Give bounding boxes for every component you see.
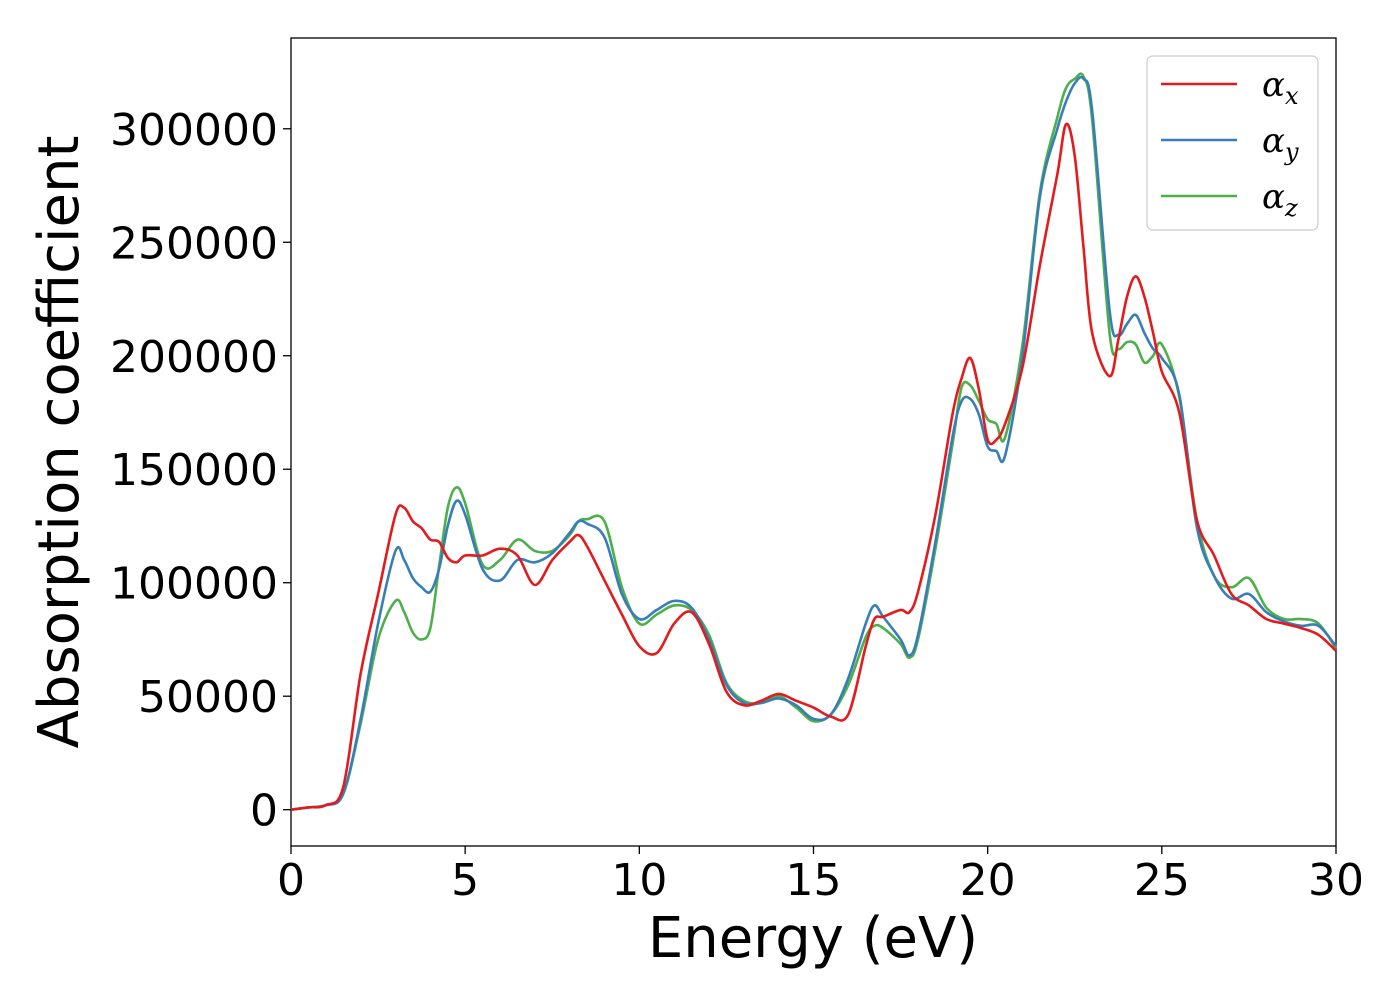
x-axis-title: Energy (eV) [648,906,978,971]
x-tick-label: 10 [611,855,667,906]
legend-label-x: αx [1262,65,1299,110]
series-line-x [290,122,1337,811]
x-tick-label: 20 [960,855,1016,906]
y-axis-title: Absorption coefficient [27,136,92,749]
x-axis-ticks: 0 5 10 15 20 25 30 [277,846,1364,906]
y-tick-label: 300000 [110,105,278,156]
y-tick-label: 50000 [138,672,278,723]
legend: αx αy αz [1146,55,1319,231]
series-line-y [290,75,1338,811]
legend-box [1146,55,1319,231]
y-tick-label: 200000 [110,332,278,383]
series-lines [290,72,1338,811]
x-tick-label: 15 [786,855,842,906]
y-tick-label: 100000 [110,559,278,610]
legend-label-y: αy [1262,121,1299,166]
x-tick-label: 0 [277,855,305,906]
y-tick-label: 250000 [110,218,278,269]
y-tick-label: 0 [250,786,278,837]
x-tick-label: 25 [1134,855,1190,906]
legend-label-z: αz [1262,177,1298,222]
x-tick-label: 5 [451,855,479,906]
y-tick-label: 150000 [110,445,278,496]
x-tick-label: 30 [1308,855,1364,906]
y-axis-ticks: 0 50000 100000 150000 200000 250000 300000 [110,105,291,837]
